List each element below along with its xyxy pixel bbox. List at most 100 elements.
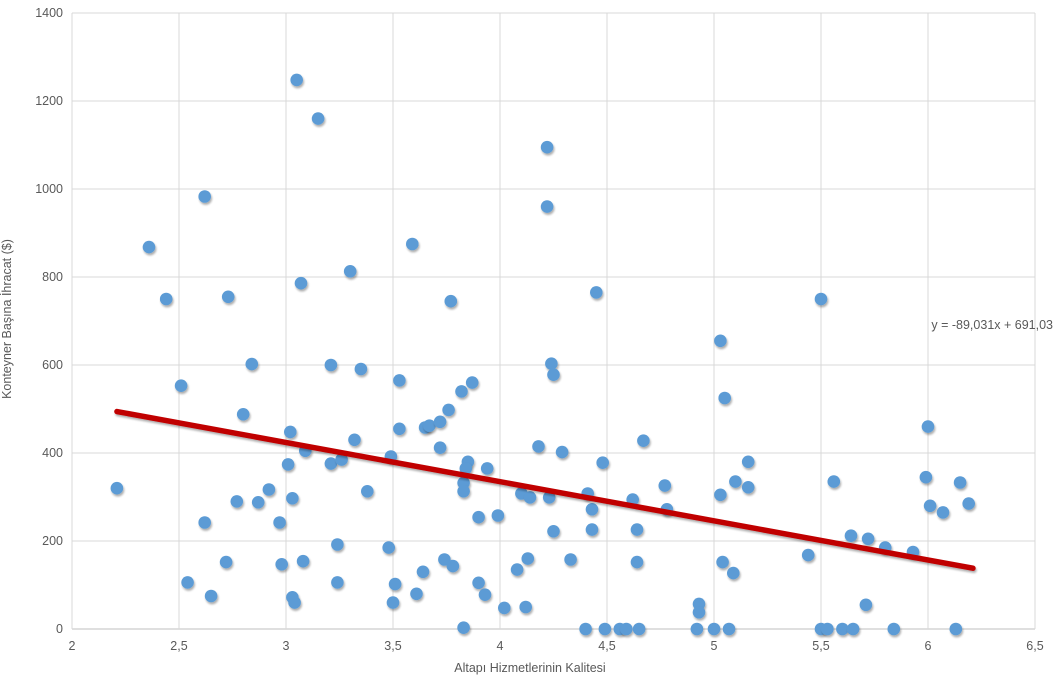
data-point: [814, 292, 828, 306]
data-point: [159, 292, 173, 306]
x-tick-label: 2: [69, 639, 76, 653]
data-point: [331, 576, 344, 589]
y-axis-title: Konteyner Başına İhracat ($): [0, 239, 14, 399]
data-point: [433, 441, 447, 455]
data-point: [801, 548, 815, 562]
data-point: [423, 419, 436, 433]
data-point: [836, 622, 849, 636]
x-tick-label: 4,5: [598, 639, 615, 653]
data-point: [859, 598, 873, 612]
data-point: [953, 476, 967, 489]
data-point: [442, 403, 455, 417]
data-point: [204, 589, 218, 603]
data-point: [286, 492, 299, 505]
data-point: [410, 587, 423, 601]
data-point: [718, 391, 731, 405]
data-point: [181, 576, 194, 589]
data-point: [331, 538, 344, 551]
data-point: [455, 385, 468, 398]
data-points: [110, 73, 975, 636]
gridlines: [71, 12, 1036, 630]
data-point: [438, 553, 451, 566]
data-point: [311, 112, 325, 125]
x-tick-label: 6,5: [1026, 639, 1043, 653]
data-point: [690, 622, 704, 636]
data-point: [722, 622, 736, 636]
data-point: [632, 622, 646, 636]
data-point: [630, 523, 644, 536]
data-point: [716, 555, 729, 569]
data-point: [324, 457, 338, 470]
data-point: [598, 622, 612, 636]
trendline: [114, 408, 976, 571]
data-point: [457, 485, 470, 498]
data-point: [821, 622, 834, 636]
data-point: [465, 376, 479, 389]
data-point: [596, 456, 609, 470]
x-tick-label: 6: [925, 639, 932, 653]
y-tick-label: 1400: [35, 6, 63, 20]
data-point: [284, 425, 297, 439]
data-point: [564, 553, 577, 566]
data-point: [887, 622, 901, 636]
data-point: [620, 622, 633, 636]
data-point: [444, 294, 458, 308]
x-tick-label: 3: [283, 639, 290, 653]
data-point: [174, 379, 188, 393]
data-point: [406, 237, 419, 251]
data-point: [386, 596, 400, 609]
data-point: [480, 462, 494, 475]
data-point: [919, 470, 933, 484]
data-point: [532, 440, 545, 453]
data-point: [354, 362, 368, 376]
data-point: [545, 357, 558, 371]
data-point: [844, 529, 858, 542]
data-point: [741, 455, 755, 469]
data-point: [692, 606, 706, 619]
y-tick-label: 400: [42, 446, 63, 460]
data-point: [393, 422, 406, 436]
data-point: [110, 481, 124, 495]
x-tick-label: 5: [711, 639, 718, 653]
data-point: [457, 621, 470, 634]
data-point: [230, 495, 244, 508]
data-point: [523, 491, 537, 504]
data-point: [962, 497, 975, 510]
data-point: [221, 290, 235, 304]
data-point: [923, 499, 937, 513]
trend-line: [114, 408, 976, 571]
data-point: [446, 559, 460, 573]
data-point: [433, 415, 447, 429]
data-point: [637, 434, 650, 448]
data-point: [388, 577, 402, 591]
data-point: [393, 374, 406, 387]
data-point: [949, 622, 963, 636]
data-point: [519, 600, 532, 614]
data-point: [555, 445, 569, 459]
x-axis-title: Altapı Hizmetlerinin Kalitesi: [454, 661, 606, 675]
data-point: [296, 554, 310, 568]
data-point: [343, 265, 357, 278]
data-point: [707, 622, 721, 636]
data-point: [416, 565, 430, 579]
data-point: [251, 496, 265, 509]
data-point: [579, 622, 592, 636]
data-point: [590, 286, 603, 299]
x-tick-label: 5,5: [812, 639, 829, 653]
y-tick-label: 200: [42, 534, 63, 548]
data-point: [335, 453, 348, 466]
y-tick-label: 800: [42, 270, 63, 284]
data-point: [521, 552, 535, 565]
data-point: [540, 200, 554, 213]
data-point: [198, 190, 211, 203]
data-point: [936, 506, 950, 519]
data-point: [324, 358, 338, 372]
data-point: [827, 475, 841, 488]
data-point: [491, 509, 505, 522]
data-point: [510, 563, 524, 576]
trendline-equation-label: y = -89,031x + 691,03: [931, 318, 1053, 332]
data-point: [921, 420, 935, 433]
data-point: [498, 601, 511, 615]
data-point: [275, 558, 289, 571]
